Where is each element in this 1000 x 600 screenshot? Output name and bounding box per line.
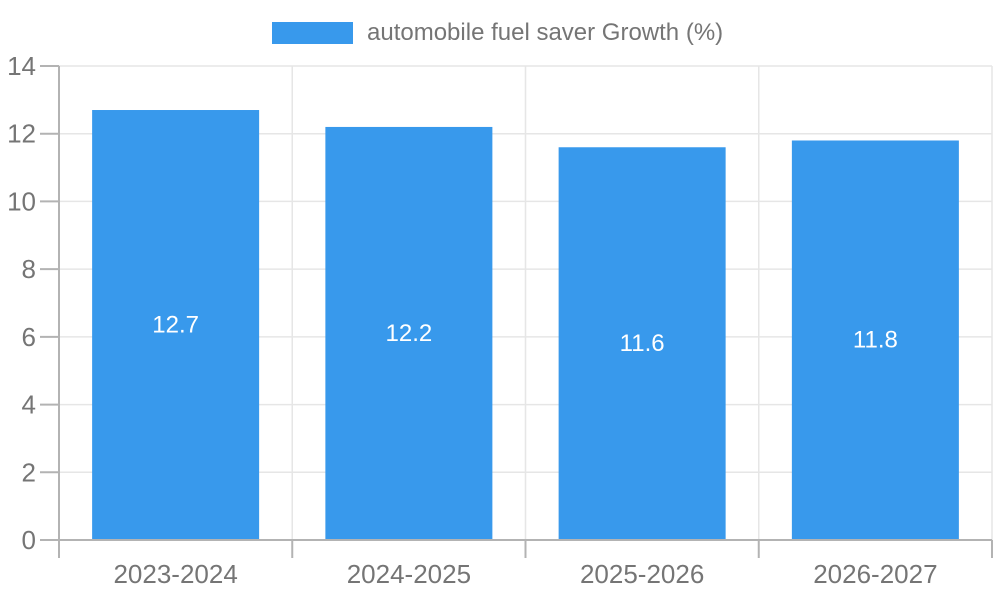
x-tick-label: 2023-2024 [113,559,237,589]
y-tick-label: 10 [7,186,36,216]
y-tick-label: 2 [22,457,36,487]
chart-legend[interactable]: automobile fuel saver Growth (%) [272,19,723,47]
bar[interactable] [791,140,959,540]
y-tick-label: 8 [22,254,36,284]
x-tick-label: 2025-2026 [580,559,704,589]
bar[interactable] [325,126,493,540]
legend-label: automobile fuel saver Growth (%) [367,19,724,46]
bar-value-label: 11.6 [620,330,665,357]
bar-value-label: 12.7 [152,312,199,339]
bar[interactable] [558,147,726,540]
bar-value-label: 11.8 [853,327,898,354]
y-tick-label: 12 [7,119,36,149]
y-tick-label: 0 [22,525,36,555]
bar[interactable] [92,110,260,540]
bar-value-label: 12.2 [386,320,433,347]
x-tick-label: 2026-2027 [813,559,937,589]
legend-swatch [272,22,353,44]
x-tick-label: 2024-2025 [347,559,471,589]
y-tick-label: 14 [7,51,36,81]
y-tick-label: 4 [22,390,36,420]
y-tick-label: 6 [22,322,36,352]
